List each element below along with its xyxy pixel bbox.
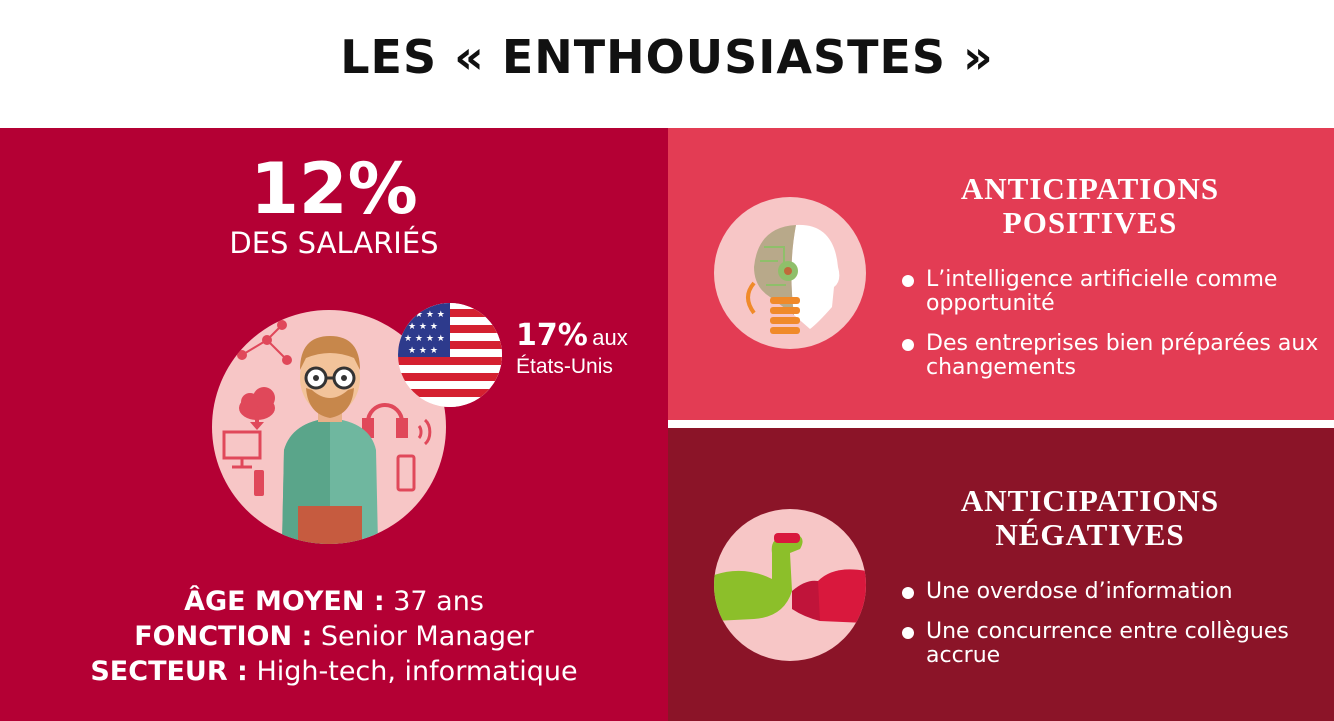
- us-stat-percent: 17%: [516, 318, 588, 353]
- monitor-icon: [222, 430, 262, 469]
- us-flag-icon: ★ ★ ★ ★ ★ ★ ★ ★ ★ ★ ★ ★ ★ ★: [398, 303, 502, 407]
- profile-block: ÂGE MOYEN : 37 ans FONCTION : Senior Man…: [0, 584, 668, 689]
- list-item: Une concurrence entre collègues accrue: [900, 620, 1320, 668]
- list-item: Une overdose d’information: [900, 580, 1320, 604]
- list-item: L’intelligence artificielle comme opport…: [900, 268, 1320, 316]
- cloud-download-icon: [239, 387, 275, 430]
- smartphone-icon: [396, 454, 416, 492]
- svg-text:★ ★ ★: ★ ★ ★: [408, 346, 438, 356]
- panel-divider: [668, 420, 1334, 428]
- svg-text:★ ★ ★ ★: ★ ★ ★ ★: [404, 310, 445, 320]
- profile-age: ÂGE MOYEN : 37 ans: [184, 586, 484, 617]
- bullet-icon: [902, 275, 914, 287]
- profile-function: FONCTION : Senior Manager: [134, 621, 534, 652]
- positive-title: ANTICIPATIONS POSITIVES: [960, 171, 1220, 240]
- flexed-arm-icon: [714, 509, 866, 661]
- negative-list: Une overdose d’information Une concurren…: [900, 580, 1320, 684]
- bullet-icon: [902, 587, 914, 599]
- page-title: LES « ENTHOUSIASTES »: [340, 30, 994, 84]
- share-percent: 12%: [250, 148, 418, 230]
- bullet-icon: [902, 627, 914, 639]
- negative-title: ANTICIPATIONS NÉGATIVES: [960, 483, 1220, 552]
- us-stat-suffix: aux: [592, 325, 628, 350]
- svg-text:★ ★ ★: ★ ★ ★: [408, 322, 438, 332]
- wifi-icon: [417, 418, 432, 446]
- us-stat-country: États-Unis: [516, 355, 613, 378]
- robot-head-icon: [714, 197, 866, 349]
- profile-sector: SECTEUR : High-tech, informatique: [90, 656, 578, 687]
- svg-text:★ ★ ★ ★: ★ ★ ★ ★: [404, 334, 445, 344]
- us-stat: 17% aux États-Unis: [516, 318, 628, 379]
- positive-list: L’intelligence artificielle comme opport…: [900, 268, 1320, 396]
- headphones-icon: [362, 403, 408, 438]
- bullet-icon: [902, 339, 914, 351]
- network-icon: [237, 320, 292, 365]
- usb-icon: [254, 470, 264, 496]
- list-item: Des entreprises bien préparées aux chang…: [900, 332, 1320, 380]
- share-label: DES SALARIÉS: [229, 226, 439, 260]
